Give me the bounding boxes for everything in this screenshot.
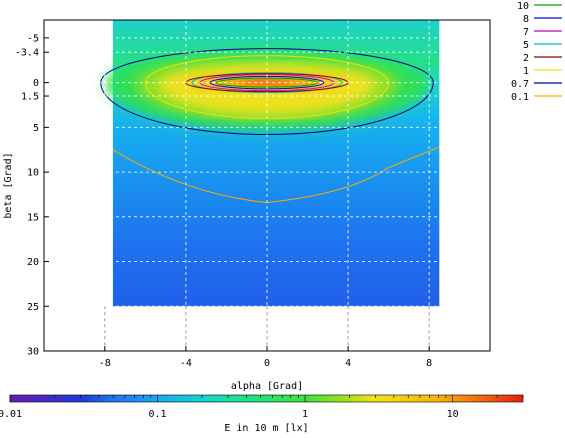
legend-label: 2 <box>523 53 529 64</box>
legend-label: 1 <box>523 66 529 77</box>
x-axis-ticks: -8 -4 0 4 8 <box>99 346 432 369</box>
y-tick-label: 15 <box>27 212 39 223</box>
legend-label: 5 <box>523 40 529 51</box>
heatmap-field <box>104 20 440 307</box>
y-tick-label: -3.4 <box>15 48 39 59</box>
contour-0-7 <box>100 48 434 135</box>
colorbar-tick-label: 0.01 <box>0 409 22 420</box>
x-axis-label: alpha [Grad] <box>231 381 303 392</box>
colorbar-label: E in 10 m [lx] <box>224 423 308 434</box>
contour-legend: 10 8 7 5 2 1 0.7 0.1 <box>511 1 562 103</box>
y-tick-label: 20 <box>27 257 39 268</box>
x-tick-label: -4 <box>180 358 192 369</box>
y-tick-label: 30 <box>27 347 39 358</box>
y-axis-ticks: -5 -3.4 0 1.5 5 10 15 20 25 30 <box>15 33 49 358</box>
x-tick-label: 4 <box>345 358 351 369</box>
contour-8 <box>209 75 325 90</box>
y-tick-label: 0 <box>33 78 39 89</box>
y-tick-label: -5 <box>27 33 39 44</box>
legend-label: 8 <box>523 14 529 25</box>
y-tick-label: 10 <box>27 168 39 179</box>
y-axis-label: beta [Grad] <box>3 152 14 218</box>
legend-label: 0.7 <box>511 79 529 90</box>
x-tick-label: 0 <box>264 358 270 369</box>
y-tick-label: 25 <box>27 302 39 313</box>
legend-label: 7 <box>523 27 529 38</box>
colorbar-tick-label: 1 <box>302 409 308 420</box>
colorbar: 0.01 0.1 1 10 <box>0 394 524 420</box>
y-tick-label: 5 <box>33 123 39 134</box>
legend-label: 0.1 <box>511 92 529 103</box>
colorbar-tick-label: 10 <box>447 409 459 420</box>
colorbar-tick-label: 0.1 <box>149 409 167 420</box>
y-tick-label: 1.5 <box>21 92 39 103</box>
contour-10 <box>215 77 319 88</box>
legend-label: 10 <box>517 1 529 12</box>
x-tick-label: 8 <box>426 358 432 369</box>
x-tick-label: -8 <box>99 358 111 369</box>
